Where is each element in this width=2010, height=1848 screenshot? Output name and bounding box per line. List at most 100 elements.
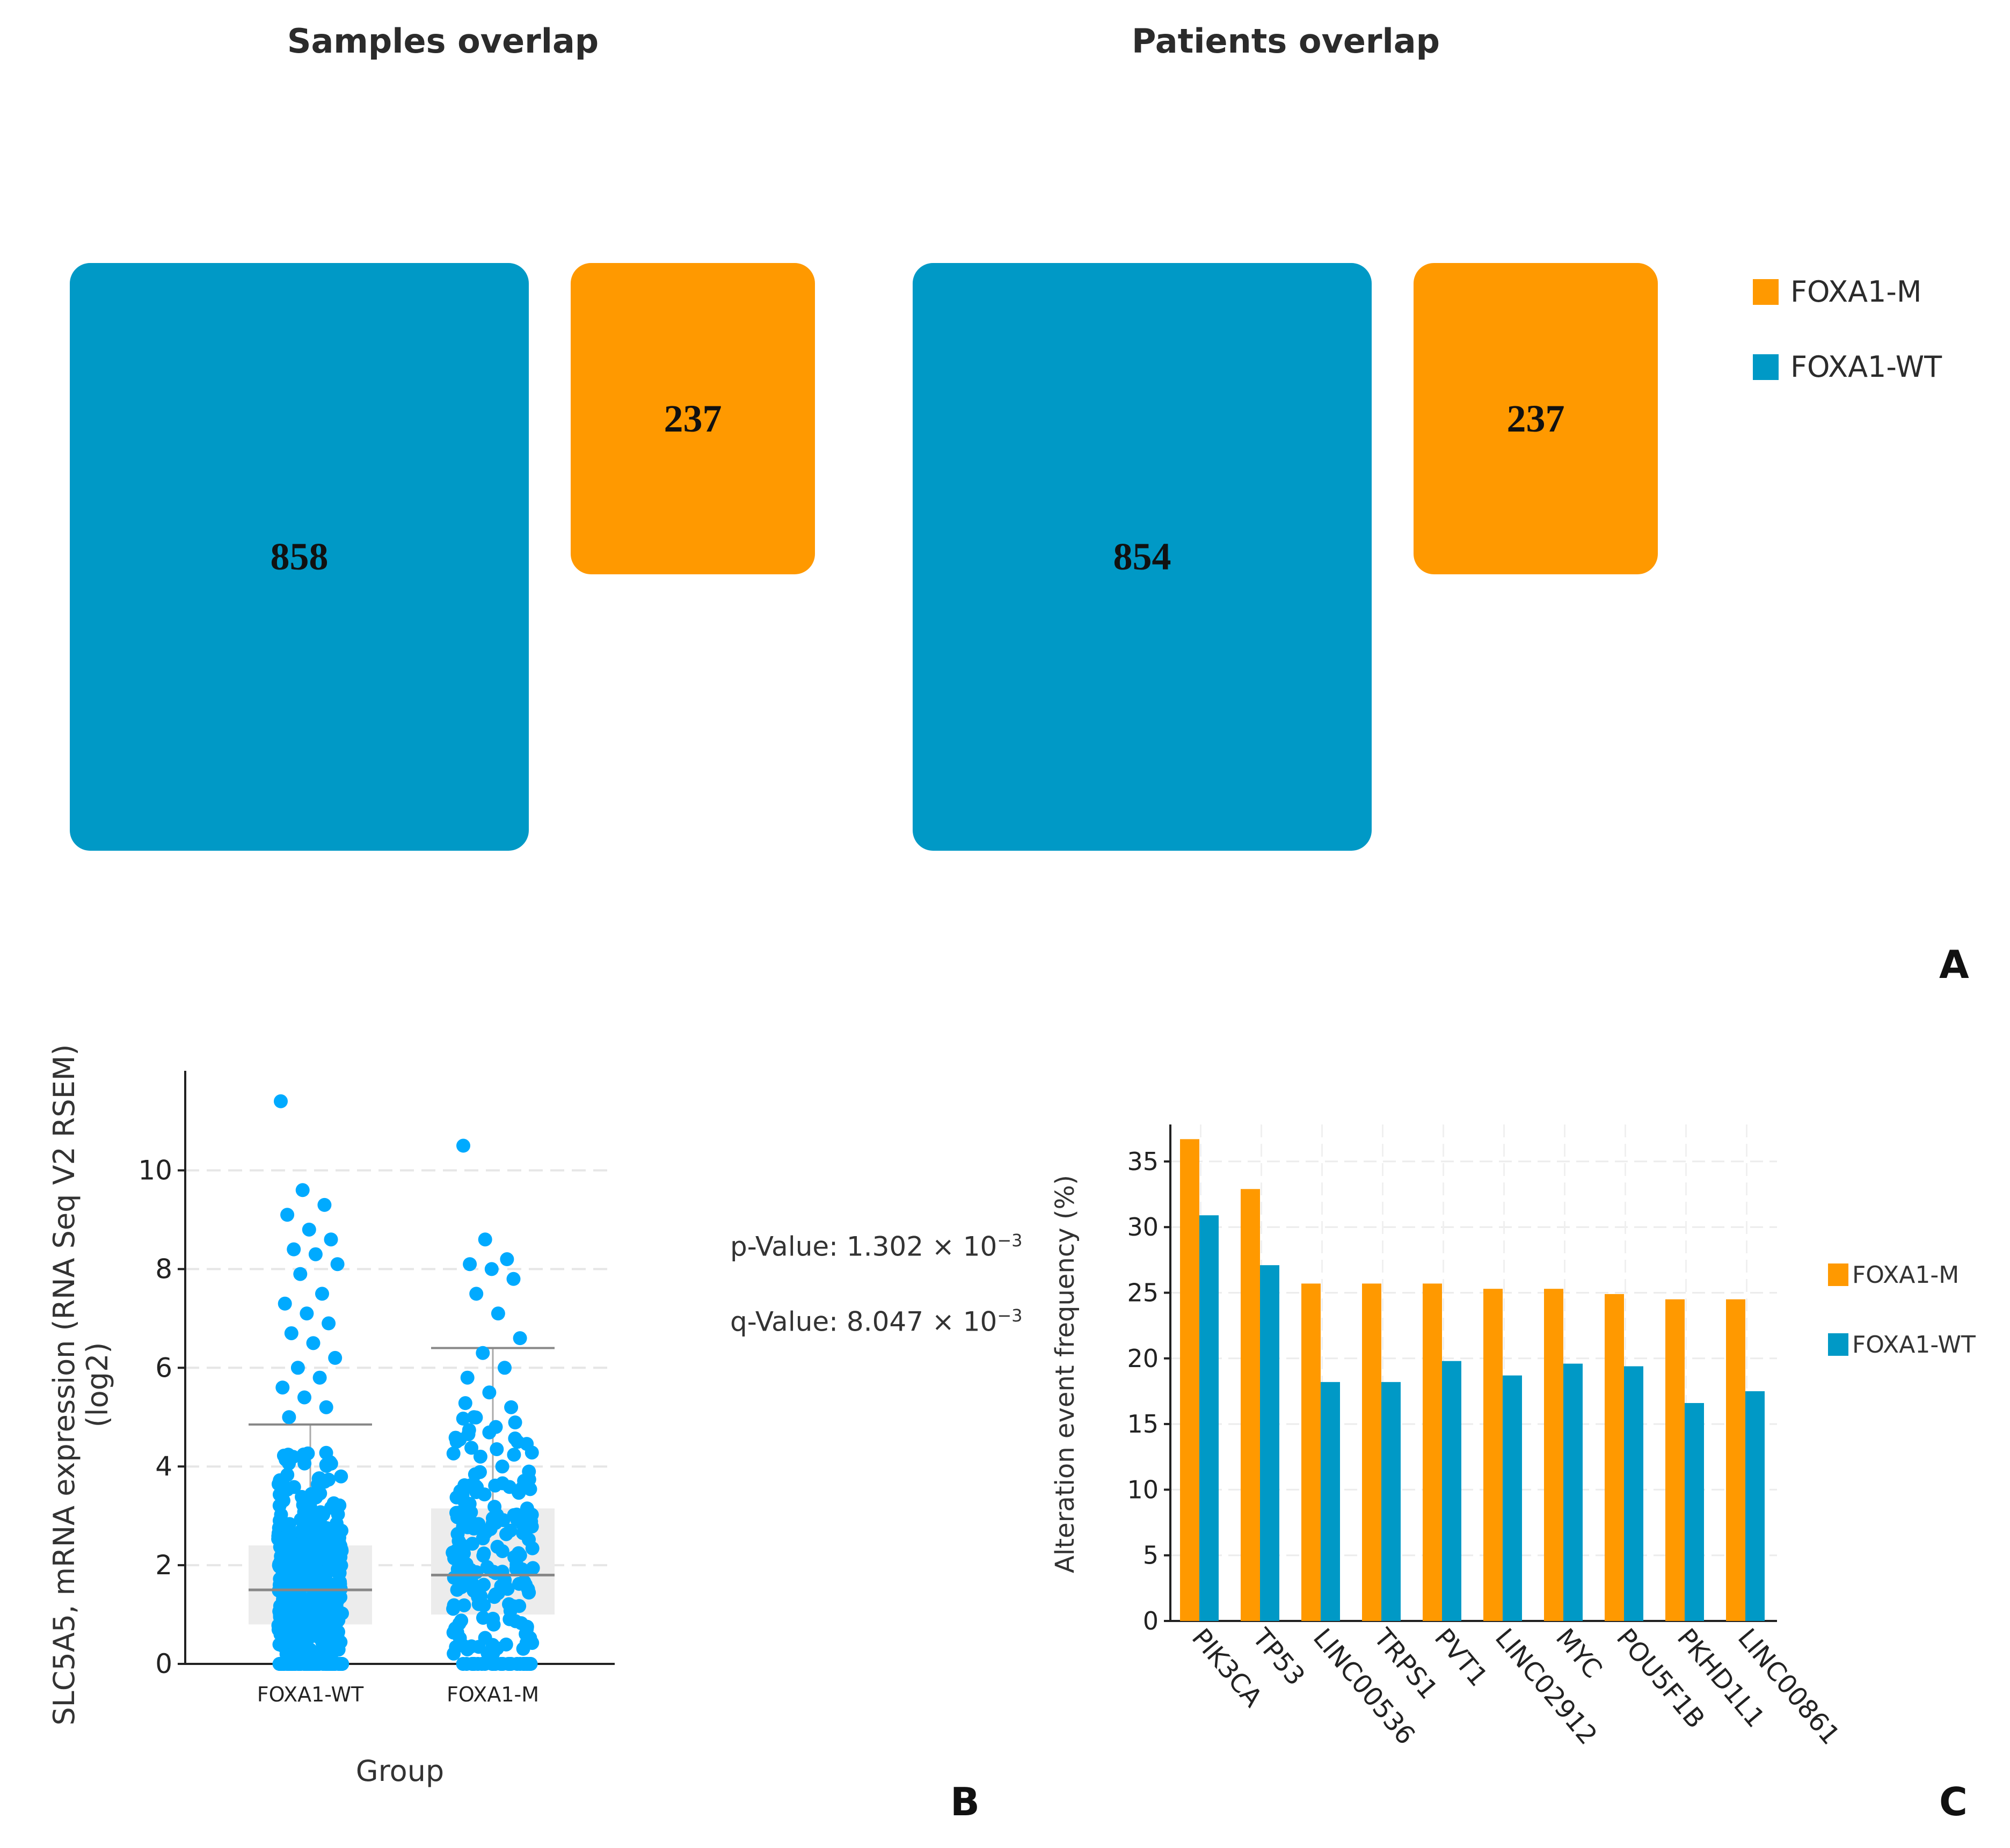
data-point [462,1423,476,1437]
data-point [486,1617,501,1632]
data-point [322,1551,336,1565]
panel-label-b: B [950,1779,980,1824]
data-point [460,1642,475,1656]
legend-label-wt: FOXA1-WT [1790,350,1942,384]
data-point [449,1490,464,1504]
data-point [273,1473,287,1487]
bar-foxa1-wt-pvt1 [1442,1361,1461,1621]
data-point [519,1636,534,1650]
patients-m-count: 237 [1506,397,1565,440]
data-point [477,1577,491,1592]
data-point [300,1525,314,1540]
q-value-text: q-Value: 8.047 × 10−3 [730,1305,1023,1338]
data-point [274,1549,288,1564]
data-point [522,1472,536,1487]
data-point [446,1446,461,1460]
y-tick-label-b: 2 [155,1550,172,1581]
data-point-outlier [330,1257,345,1272]
data-point [309,1604,324,1619]
data-point [480,1560,494,1574]
data-point [302,1537,316,1551]
data-point [477,1546,491,1561]
data-point-outlier [287,1242,301,1257]
bar-foxa1-m-pvt1 [1423,1283,1442,1621]
legend-swatch-c-foxa1-wt [1828,1333,1848,1356]
y-tick-label-b: 4 [155,1451,172,1482]
data-point-outlier [312,1370,327,1385]
data-point [510,1513,525,1527]
data-point [522,1511,537,1526]
data-point [465,1537,479,1551]
data-point-outlier [460,1370,475,1385]
data-point [278,1566,292,1581]
y-tick-label-c: 0 [1143,1606,1159,1635]
y-axis-title-b: SLC5A5, mRNA expression (RNA Seq V2 RSEM… [47,1044,81,1725]
bar-foxa1-wt-linc02912 [1503,1375,1522,1621]
data-point-outlier [306,1336,321,1350]
data-point-outlier [302,1222,316,1237]
data-point [293,1552,308,1566]
y-tick-label-c: 15 [1127,1409,1159,1438]
data-point-outlier [456,1138,470,1153]
data-point [508,1614,523,1628]
y-tick-label-b: 8 [155,1253,172,1284]
data-point [310,1575,324,1589]
bar-foxa1-m-myc [1544,1289,1563,1621]
data-point-outlier [476,1346,490,1360]
data-point [454,1580,469,1595]
data-point [456,1412,470,1426]
data-point [464,1441,479,1455]
data-point-outlier [482,1385,497,1400]
data-point [509,1558,524,1572]
data-point [319,1445,333,1460]
samples-m-count: 237 [664,397,722,440]
data-point-outlier [473,1449,487,1464]
data-point [321,1472,336,1487]
data-point-outlier [293,1267,308,1281]
bar-foxa1-wt-myc [1563,1363,1583,1621]
legend-swatch-m [1753,279,1779,305]
data-point [276,1493,290,1508]
data-point [490,1508,504,1522]
data-point-outlier [295,1183,310,1197]
data-point [447,1598,461,1612]
data-point-outlier [317,1197,332,1212]
data-point [447,1646,461,1661]
data-point [274,1507,288,1522]
data-point [332,1657,347,1671]
y-tick-label-b: 10 [138,1155,172,1186]
data-point [273,1531,287,1545]
data-point [302,1623,316,1638]
data-point-outlier [290,1361,305,1375]
patients-m-block: 237 [1414,263,1658,574]
data-point [516,1657,531,1671]
data-point [454,1566,469,1581]
y-tick-label-c: 20 [1127,1344,1159,1373]
data-point-outlier [469,1287,484,1301]
x-axis-title-b: Group [356,1754,444,1788]
data-point [490,1539,505,1554]
data-point-outlier [308,1247,323,1261]
data-point [498,1573,512,1588]
data-point [477,1487,492,1502]
bar-foxa1-m-pik3ca [1180,1139,1199,1621]
bar-foxa1-wt-linc00861 [1745,1391,1765,1621]
bar-foxa1-wt-pou5f1b [1624,1366,1643,1621]
legend-item-foxa1-m: FOXA1-M [1753,275,1921,309]
samples-overlap-title: Samples overlap [287,21,599,61]
data-point-outlier [278,1296,292,1311]
data-point-outlier [495,1459,509,1474]
data-point-outlier [300,1306,314,1321]
data-point-outlier [322,1316,336,1331]
y-tick-label-b: 6 [155,1352,172,1383]
legend-label-c-foxa1-wt: FOXA1-WT [1852,1331,1976,1358]
bar-foxa1-m-linc00536 [1301,1283,1321,1621]
samples-m-block: 237 [571,263,815,574]
data-point [507,1448,521,1462]
data-point [300,1515,315,1530]
data-point [275,1596,290,1610]
bar-foxa1-wt-tp53 [1260,1265,1279,1621]
data-point [525,1541,540,1555]
data-point-outlier [504,1400,519,1414]
y-tick-label-b: 0 [155,1648,172,1679]
